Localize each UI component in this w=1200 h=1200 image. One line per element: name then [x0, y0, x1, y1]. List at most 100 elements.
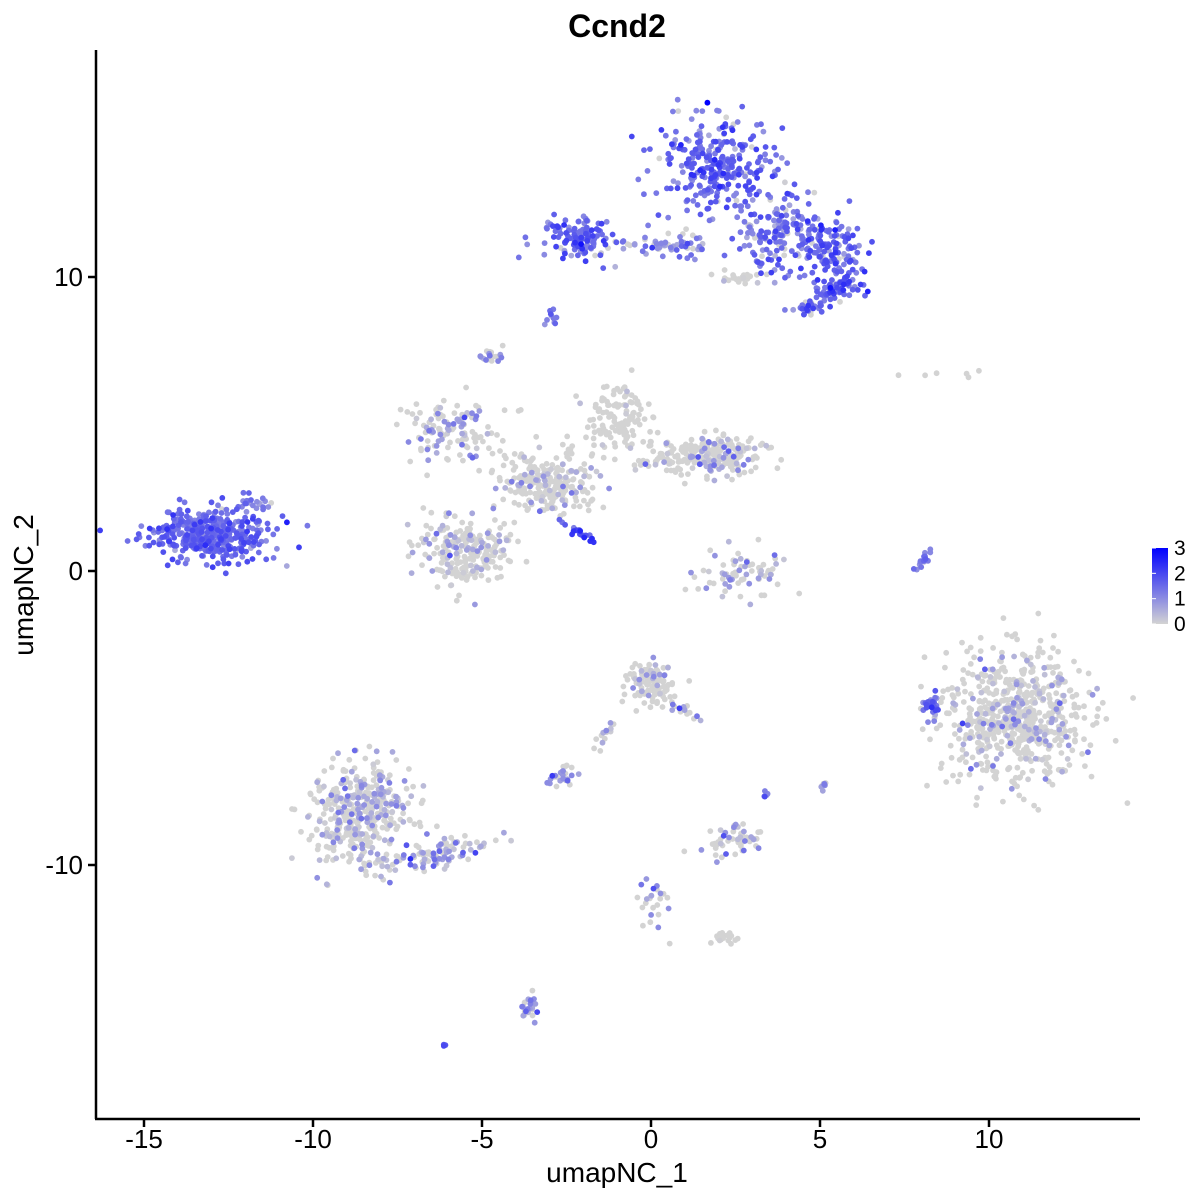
data-point: [740, 821, 746, 827]
data-point: [599, 442, 606, 448]
data-point: [382, 812, 389, 819]
data-point: [203, 562, 210, 568]
data-point: [479, 539, 485, 546]
data-point: [773, 247, 780, 254]
data-point: [698, 847, 705, 853]
data-point: [763, 229, 770, 236]
data-point: [998, 738, 1005, 745]
data-point: [316, 818, 323, 825]
data-point: [748, 144, 755, 150]
data-point: [746, 179, 752, 186]
data-point: [729, 476, 735, 483]
data-point: [328, 792, 335, 799]
data-point: [650, 673, 657, 680]
data-point: [440, 397, 447, 404]
data-point: [747, 136, 754, 143]
data-point: [166, 509, 172, 516]
data-point: [407, 861, 414, 868]
data-point: [1000, 798, 1006, 805]
data-point: [204, 529, 211, 536]
data-point: [373, 803, 380, 810]
data-point: [654, 682, 661, 689]
data-point: [249, 502, 256, 509]
data-point: [451, 846, 457, 853]
data-point: [437, 431, 444, 438]
data-point: [529, 987, 536, 994]
data-point: [927, 736, 933, 743]
data-point: [827, 284, 834, 291]
data-point: [959, 746, 966, 753]
data-point: [453, 597, 460, 604]
data-point: [767, 158, 774, 165]
data-point: [665, 214, 672, 221]
data-point: [672, 453, 678, 460]
data-point: [407, 458, 414, 465]
data-point: [683, 160, 690, 167]
data-point: [597, 473, 604, 479]
data-point: [1035, 806, 1042, 813]
data-point: [688, 252, 694, 258]
data-point: [866, 250, 872, 256]
data-point: [1017, 774, 1024, 780]
data-point: [657, 895, 664, 902]
data-point: [984, 759, 991, 766]
data-point: [746, 224, 753, 231]
data-point: [597, 252, 604, 259]
data-point: [720, 170, 727, 177]
data-point: [559, 461, 566, 468]
data-point: [745, 456, 752, 463]
data-point: [314, 874, 321, 881]
data-point: [982, 666, 988, 673]
data-point: [784, 190, 791, 197]
data-point: [703, 154, 710, 161]
data-point: [330, 839, 337, 846]
data-point: [1065, 742, 1072, 749]
data-point: [763, 271, 770, 278]
data-point: [408, 570, 415, 576]
data-point: [664, 894, 671, 901]
data-point: [735, 550, 741, 557]
data-point: [642, 234, 648, 241]
data-point: [509, 459, 516, 466]
data-point: [361, 793, 367, 800]
data-point: [523, 1008, 529, 1015]
data-point: [846, 198, 853, 205]
data-point: [723, 204, 730, 211]
data-point: [679, 169, 686, 176]
data-point: [255, 517, 262, 524]
data-point: [590, 435, 597, 442]
data-point: [400, 852, 407, 858]
data-point: [732, 851, 739, 858]
data-point: [334, 827, 341, 833]
data-point: [446, 542, 452, 549]
data-point: [778, 213, 785, 219]
data-point: [541, 240, 548, 247]
data-point: [448, 582, 455, 589]
data-point: [412, 863, 418, 870]
data-point: [918, 683, 924, 690]
data-point: [732, 571, 739, 578]
data-point: [669, 141, 675, 148]
data-point: [642, 243, 649, 250]
data-point: [675, 180, 681, 187]
data-point: [541, 251, 548, 258]
data-point: [553, 455, 560, 461]
data-point: [314, 799, 321, 806]
data-point: [240, 489, 247, 496]
data-point: [296, 544, 302, 551]
data-point: [666, 460, 672, 467]
data-point: [474, 839, 480, 846]
data-point: [581, 487, 588, 493]
data-point: [654, 902, 661, 908]
data-point: [235, 561, 242, 568]
data-point: [790, 306, 797, 313]
data-point: [956, 756, 963, 763]
data-point: [715, 162, 722, 168]
data-point: [771, 552, 778, 558]
data-point: [675, 108, 682, 114]
data-point: [1124, 800, 1131, 806]
data-point: [337, 795, 344, 802]
data-point: [589, 484, 596, 491]
x-tick-label: 10: [975, 1124, 1004, 1154]
data-point: [706, 132, 712, 139]
